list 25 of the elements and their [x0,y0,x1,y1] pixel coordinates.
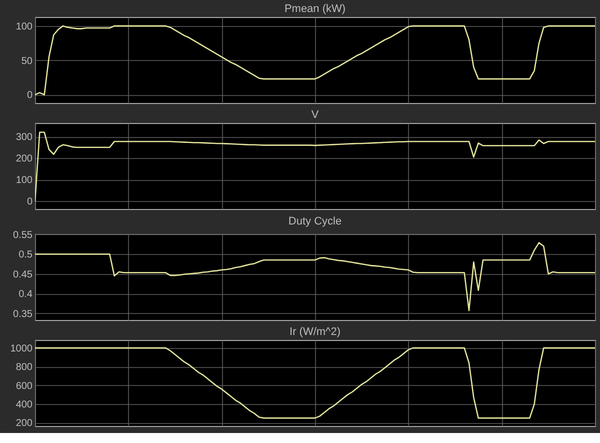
line-series [35,25,595,96]
y-tick-label: 800 [16,362,33,374]
y-tick-label: 600 [16,380,33,392]
y-tick-label: 0.35 [13,308,33,320]
y-tick-label: 200 [16,418,33,430]
line-series [35,242,595,312]
chart-title: Pmean (kW) [284,3,346,15]
y-tick-label: 0.5 [18,250,33,261]
y-tick-label: 100 [16,21,33,32]
chart-title: Ir (W/m^2) [290,326,340,338]
line-series [35,132,595,202]
y-tick-label: 400 [16,400,33,411]
line-series [35,347,595,419]
y-tick-label: 200 [16,154,33,165]
chart-title: Duty Cycle [288,215,342,228]
y-tick-label: 0 [26,196,33,208]
y-tick-label: 100 [16,175,33,186]
y-tick-label: 0.45 [13,269,33,280]
chart-title: V [311,109,320,121]
y-tick-label: 0.55 [13,230,33,241]
y-tick-label: 300 [16,132,33,144]
y-tick-label: 0.4 [18,289,33,300]
y-tick-label: 1000 [10,343,33,354]
y-tick-label: 0 [26,90,33,102]
y-tick-label: 50 [21,56,33,67]
